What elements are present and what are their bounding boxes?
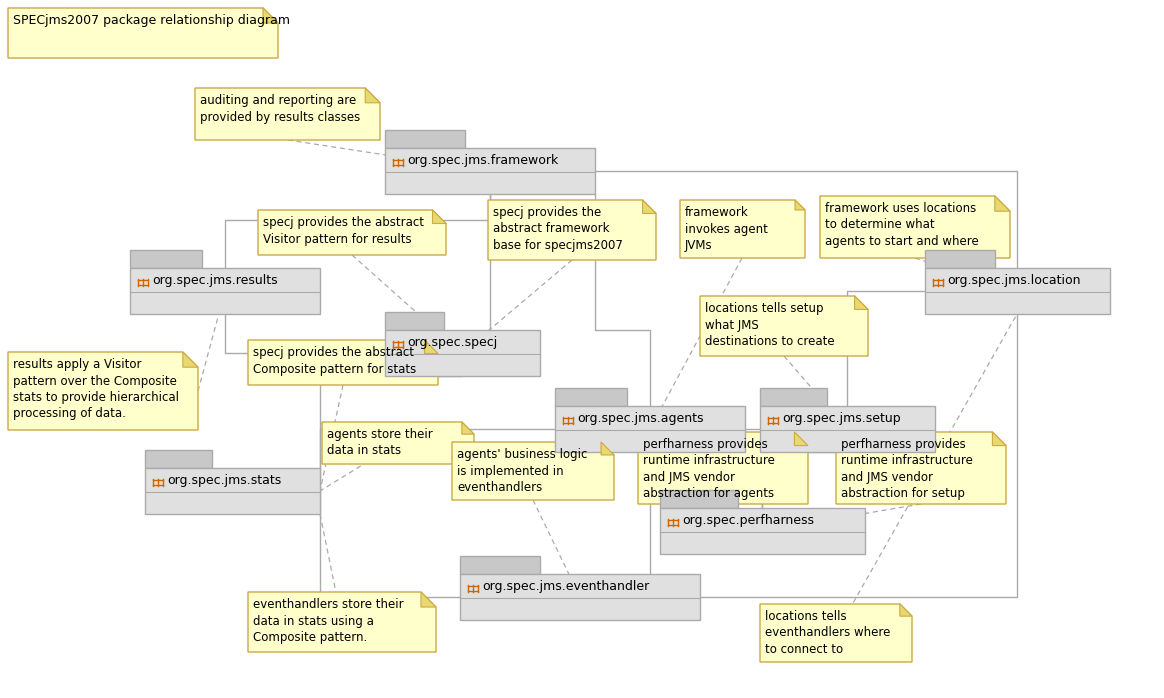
Polygon shape: [452, 442, 613, 500]
Text: framework
invokes agent
JVMs: framework invokes agent JVMs: [684, 206, 768, 252]
Polygon shape: [638, 432, 808, 504]
Polygon shape: [995, 196, 1010, 211]
Polygon shape: [183, 352, 198, 367]
FancyBboxPatch shape: [760, 406, 935, 452]
FancyBboxPatch shape: [146, 468, 320, 514]
FancyBboxPatch shape: [760, 388, 826, 406]
FancyBboxPatch shape: [385, 330, 540, 376]
Polygon shape: [8, 352, 198, 430]
FancyBboxPatch shape: [460, 574, 700, 620]
FancyBboxPatch shape: [925, 268, 1110, 314]
Text: locations tells setup
what JMS
destinations to create: locations tells setup what JMS destinati…: [705, 302, 835, 348]
Text: auditing and reporting are
provided by results classes: auditing and reporting are provided by r…: [200, 94, 360, 124]
Polygon shape: [794, 432, 808, 445]
Text: locations tells
eventhandlers where
to connect to: locations tells eventhandlers where to c…: [765, 610, 890, 656]
Text: specj provides the abstract
Visitor pattern for results: specj provides the abstract Visitor patt…: [263, 216, 424, 246]
Polygon shape: [462, 422, 474, 434]
FancyBboxPatch shape: [660, 508, 865, 554]
Polygon shape: [700, 296, 868, 356]
Polygon shape: [433, 210, 446, 223]
Text: specj provides the
abstract framework
base for specjms2007: specj provides the abstract framework ba…: [494, 206, 623, 252]
Text: eventhandlers store their
data in stats using a
Composite pattern.: eventhandlers store their data in stats …: [253, 598, 404, 644]
Text: perfharness provides
runtime infrastructure
and JMS vendor
abstraction for setup: perfharness provides runtime infrastruct…: [842, 438, 973, 500]
Polygon shape: [854, 296, 868, 309]
Polygon shape: [421, 592, 436, 607]
Text: agents store their
data in stats: agents store their data in stats: [327, 428, 433, 457]
Polygon shape: [248, 592, 436, 652]
Polygon shape: [248, 340, 438, 385]
Polygon shape: [836, 432, 1006, 504]
Polygon shape: [263, 8, 278, 23]
Text: org.spec.jms.location: org.spec.jms.location: [947, 274, 1080, 288]
Polygon shape: [258, 210, 446, 255]
Text: agents' business logic
is implemented in
eventhandlers: agents' business logic is implemented in…: [457, 448, 588, 494]
FancyBboxPatch shape: [385, 148, 595, 194]
Polygon shape: [993, 432, 1006, 445]
Text: org.spec.jms.agents: org.spec.jms.agents: [577, 413, 703, 425]
Polygon shape: [425, 340, 438, 353]
Polygon shape: [643, 200, 656, 214]
Polygon shape: [488, 200, 656, 260]
FancyBboxPatch shape: [555, 388, 627, 406]
Text: org.spec.specj: org.spec.specj: [407, 336, 497, 350]
Polygon shape: [322, 422, 474, 464]
FancyBboxPatch shape: [385, 130, 464, 148]
Polygon shape: [795, 200, 805, 210]
Polygon shape: [601, 442, 613, 455]
FancyBboxPatch shape: [385, 312, 443, 330]
FancyBboxPatch shape: [130, 268, 320, 314]
FancyBboxPatch shape: [660, 490, 738, 508]
Text: results apply a Visitor
pattern over the Composite
stats to provide hierarchical: results apply a Visitor pattern over the…: [13, 358, 179, 420]
Polygon shape: [8, 8, 278, 58]
Text: SPECjms2007 package relationship diagram: SPECjms2007 package relationship diagram: [13, 14, 290, 27]
Text: org.spec.jms.setup: org.spec.jms.setup: [782, 413, 901, 425]
Text: specj provides the abstract
Composite pattern for stats: specj provides the abstract Composite pa…: [253, 346, 417, 376]
Text: org.spec.jms.results: org.spec.jms.results: [152, 274, 278, 288]
Text: perfharness provides
runtime infrastructure
and JMS vendor
abstraction for agent: perfharness provides runtime infrastruct…: [643, 438, 775, 500]
FancyBboxPatch shape: [460, 556, 540, 574]
Polygon shape: [196, 88, 379, 140]
Text: framework uses locations
to determine what
agents to start and where: framework uses locations to determine wh…: [825, 202, 979, 248]
Polygon shape: [760, 604, 913, 662]
Polygon shape: [680, 200, 805, 258]
FancyBboxPatch shape: [146, 450, 212, 468]
Text: org.spec.jms.eventhandler: org.spec.jms.eventhandler: [482, 580, 650, 593]
Polygon shape: [819, 196, 1010, 258]
Text: org.spec.perfharness: org.spec.perfharness: [682, 514, 814, 528]
FancyBboxPatch shape: [555, 406, 745, 452]
Polygon shape: [900, 604, 913, 616]
Polygon shape: [365, 88, 379, 103]
Text: org.spec.jms.framework: org.spec.jms.framework: [407, 154, 559, 168]
Text: org.spec.jms.stats: org.spec.jms.stats: [166, 475, 282, 487]
FancyBboxPatch shape: [925, 250, 995, 268]
FancyBboxPatch shape: [130, 250, 203, 268]
